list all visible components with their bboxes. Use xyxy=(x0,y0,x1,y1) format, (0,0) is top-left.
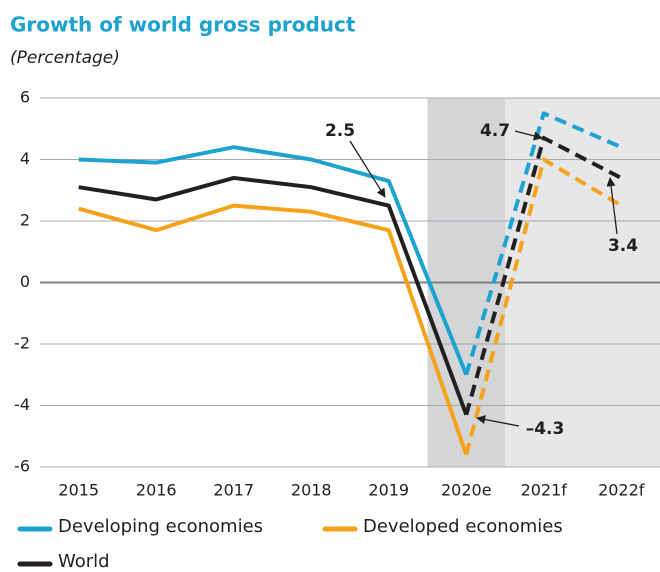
forecast-line xyxy=(464,135,623,416)
y-tick-label: 6 xyxy=(20,88,30,107)
legend-label: Developing economies xyxy=(58,516,263,537)
annotation-arrow xyxy=(349,140,386,198)
x-tick-label: 2019 xyxy=(368,481,409,500)
series-line xyxy=(78,203,469,456)
data-label: –4.3 xyxy=(526,419,565,439)
chart-title: Growth of world gross product xyxy=(10,13,356,37)
data-label: 3.4 xyxy=(608,236,638,256)
x-tick-label: 2015 xyxy=(58,481,99,500)
x-tick-label: 2021f xyxy=(521,481,568,500)
x-tick-label: 2020e xyxy=(441,481,492,500)
y-tick-label: 0 xyxy=(20,272,30,291)
annotation-arrow xyxy=(476,415,520,427)
legend-label: World xyxy=(58,551,110,572)
forecast-line xyxy=(464,111,623,376)
y-tick-label: 4 xyxy=(20,149,30,168)
y-tick-label: -4 xyxy=(14,395,30,414)
chart-subtitle: (Percentage) xyxy=(10,48,120,68)
y-tick-label: -2 xyxy=(14,334,30,353)
data-label: 2.5 xyxy=(325,121,355,141)
annotation-arrow xyxy=(606,177,618,235)
legend-label: Developed economies xyxy=(363,516,563,537)
forecast-line xyxy=(464,157,623,456)
annotation-arrow xyxy=(514,130,543,141)
y-tick-label: -6 xyxy=(14,457,30,476)
x-tick-label: 2018 xyxy=(291,481,332,500)
series-line xyxy=(78,175,469,416)
x-tick-label: 2016 xyxy=(136,481,177,500)
data-label: 4.7 xyxy=(480,121,510,141)
x-tick-label: 2022f xyxy=(598,481,645,500)
series-line xyxy=(78,145,469,376)
x-tick-label: 2017 xyxy=(213,481,254,500)
y-tick-label: 2 xyxy=(20,211,30,230)
